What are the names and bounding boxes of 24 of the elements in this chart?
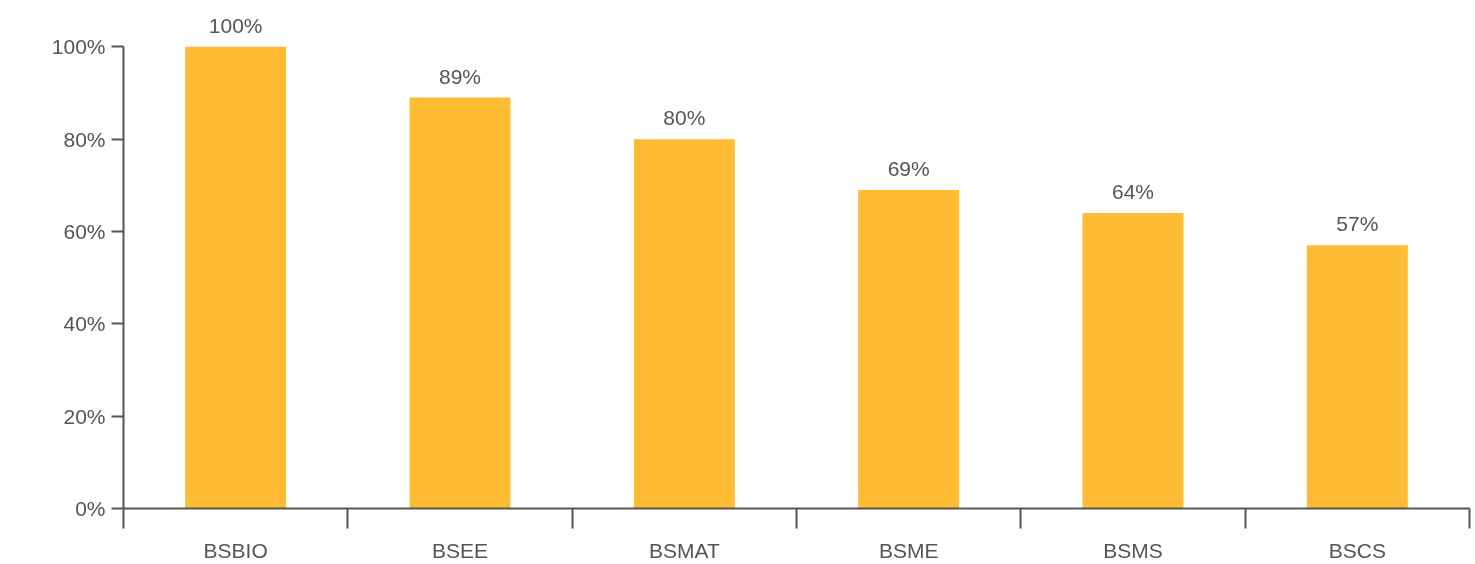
bar	[633, 139, 735, 509]
bar	[185, 46, 287, 509]
x-tick-label: BSMAT	[648, 538, 720, 562]
y-tick-label: 60%	[63, 219, 106, 243]
y-tick-label: 100%	[51, 35, 106, 59]
y-tick-label: 20%	[63, 404, 106, 428]
data-label: 89%	[438, 64, 482, 88]
x-tick-label: BSME	[878, 538, 939, 562]
x-tick-label: BSMS	[1103, 538, 1163, 562]
y-tick-label: 40%	[63, 312, 106, 336]
data-label: 100%	[208, 13, 263, 37]
data-label: 57%	[1336, 212, 1379, 236]
data-label: 80%	[663, 106, 706, 130]
y-tick-label: 0%	[75, 497, 106, 520]
data-label: 69%	[887, 156, 930, 180]
bar	[1082, 213, 1184, 509]
x-tick-label: BSCS	[1328, 538, 1386, 562]
bar	[858, 189, 960, 509]
bar	[1306, 245, 1408, 509]
y-tick-label: 80%	[63, 127, 106, 151]
data-label: 64%	[1111, 180, 1155, 204]
x-tick-label: BSEE	[431, 538, 489, 562]
x-tick-label: BSBIO	[203, 538, 268, 562]
bar	[409, 97, 511, 509]
